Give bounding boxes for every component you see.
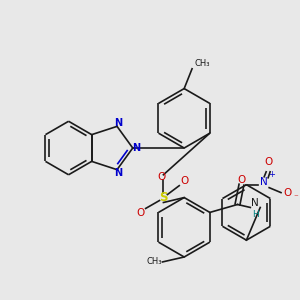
Text: CH₃: CH₃ [147,257,162,266]
Text: N: N [114,118,122,128]
Text: O: O [237,175,246,185]
Text: O: O [284,188,292,198]
Text: N: N [133,143,141,153]
Text: H: H [252,210,259,219]
Text: O: O [157,172,166,182]
Text: CH₃: CH₃ [194,59,209,68]
Text: N: N [114,168,122,178]
Text: O: O [180,176,188,186]
Text: N: N [251,197,259,208]
Text: +: + [268,170,274,179]
Text: O: O [264,157,272,167]
Text: S: S [159,191,168,204]
Text: O: O [136,208,145,218]
Text: ⁻: ⁻ [293,193,298,202]
Text: N: N [260,177,268,187]
